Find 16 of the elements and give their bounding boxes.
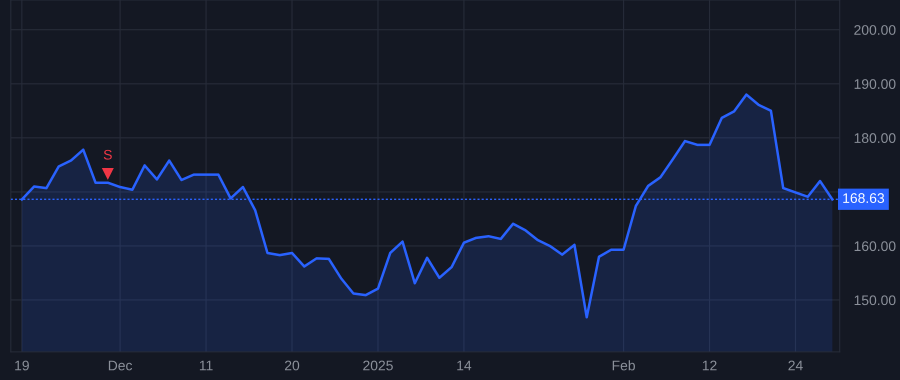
x-tick-label: 2025 — [363, 360, 393, 370]
x-tick-label: 11 — [200, 360, 213, 370]
x-tick-label: 14 — [457, 360, 472, 370]
ref-line-label: 168.63 — [843, 193, 884, 204]
x-tick-label: Dec — [108, 360, 132, 370]
x-tick-label: Feb — [612, 360, 635, 370]
x-tick-label: 12 — [702, 360, 717, 370]
y-tick-label: 150.00 — [854, 295, 896, 306]
y-tick-label: 180.00 — [854, 133, 896, 143]
series-label: S — [104, 150, 112, 160]
y-tick-label: 160.00 — [854, 241, 896, 252]
x-tick-label: 20 — [284, 360, 300, 370]
x-tick-label: 24 — [788, 360, 803, 370]
y-tick-label: 190.00 — [854, 79, 896, 89]
x-tick-label: 19 — [15, 360, 29, 370]
y-tick-label: 200.00 — [854, 25, 896, 35]
